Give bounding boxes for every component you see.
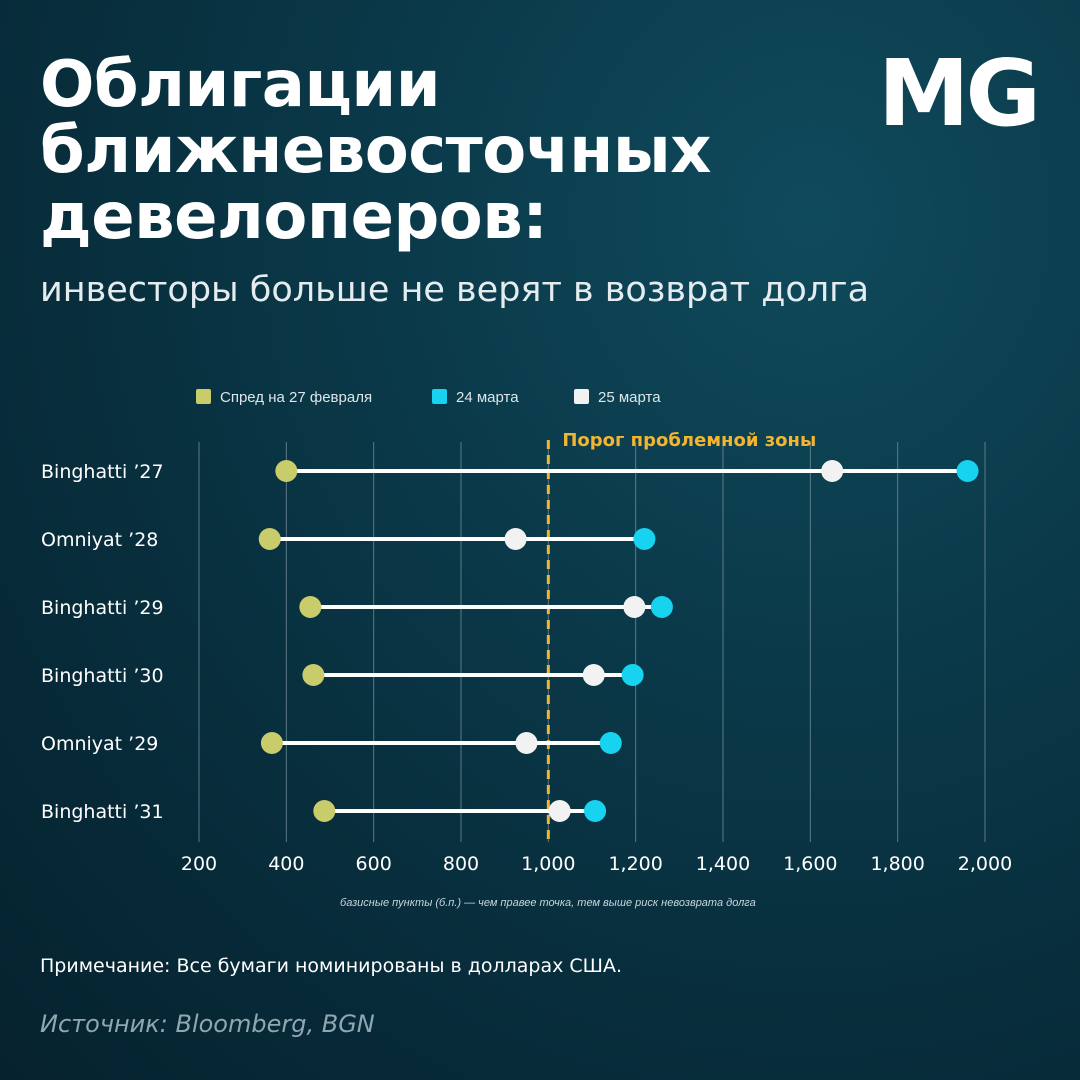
- x-axis-caption: базисные пункты (б.п.) — чем правее точк…: [340, 897, 756, 909]
- x-tick-label: 1,800: [870, 853, 924, 875]
- footnote: Примечание: Все бумаги номинированы в до…: [40, 955, 623, 977]
- x-tick-label: 1,400: [696, 853, 750, 875]
- data-point: [821, 460, 844, 482]
- dumbbell-chart: 200 400 600 800 1,000 1,200 1,400 1,600 1,800 2,0…: [41, 389, 1012, 875]
- legend-label: 25 марта: [598, 389, 661, 406]
- data-point: [504, 528, 527, 550]
- x-tick-label: 400: [268, 853, 304, 875]
- category-label: Omniyat ’29: [41, 733, 158, 755]
- data-point: [633, 528, 656, 550]
- data-point: [302, 664, 325, 686]
- data-point: [584, 800, 607, 822]
- data-point: [313, 800, 336, 822]
- data-point: [599, 732, 622, 754]
- x-tick-label: 1,200: [608, 853, 662, 875]
- data-point: [621, 664, 644, 686]
- data-point: [548, 800, 571, 822]
- data-point: [623, 596, 646, 618]
- legend-label: Спред на 27 февраля: [220, 389, 372, 406]
- source-credit: Источник: Bloomberg, BGN: [40, 1010, 375, 1038]
- title-line-3: девелоперов:: [40, 180, 548, 254]
- data-point: [260, 732, 283, 754]
- legend-swatch: [196, 389, 211, 404]
- data-point: [582, 664, 605, 686]
- data-point: [956, 460, 979, 482]
- x-tick-label: 1,600: [783, 853, 837, 875]
- x-tick-label: 200: [181, 853, 217, 875]
- legend-label: 24 марта: [456, 389, 519, 406]
- category-label: Binghatti ’30: [41, 665, 164, 687]
- x-tick-label: 2,000: [958, 853, 1012, 875]
- threshold-label: Порог проблемной зоны: [562, 430, 816, 451]
- subtitle: инвесторы больше не верят в возврат долг…: [40, 270, 870, 310]
- legend-swatch: [574, 389, 589, 404]
- data-point: [515, 732, 538, 754]
- page-title: Облигации ближневосточных девелоперов:: [40, 48, 712, 254]
- x-tick-label: 600: [356, 853, 392, 875]
- data-point: [275, 460, 298, 482]
- legend-swatch: [432, 389, 447, 404]
- data-point: [258, 528, 281, 550]
- category-label: Omniyat ’28: [41, 529, 158, 551]
- title-line-2: ближневосточных: [40, 114, 712, 188]
- data-point: [299, 596, 322, 618]
- brand-logo: MG: [878, 40, 1041, 147]
- x-tick-label: 1,000: [521, 853, 575, 875]
- category-label: Binghatti ’27: [41, 461, 164, 483]
- category-label: Binghatti ’29: [41, 597, 164, 619]
- data-point: [650, 596, 673, 618]
- category-label: Binghatti ’31: [41, 801, 164, 823]
- title-line-1: Облигации: [40, 48, 441, 122]
- x-tick-label: 800: [443, 853, 479, 875]
